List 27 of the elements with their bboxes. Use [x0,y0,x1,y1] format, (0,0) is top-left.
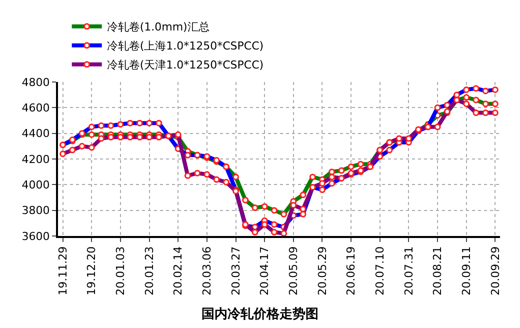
x-tick-label: 20.08.21 [431,246,444,296]
x-tick-label: 20.03.06 [200,246,214,296]
legend-label: 冷轧卷(1.0mm)汇总 [106,20,210,34]
x-tick-label: 20.09.29 [488,246,502,296]
x-tick-label: 20.01.03 [114,246,128,296]
legend-label: 冷轧卷(上海1.0*1250*CSPCC) [106,40,264,53]
x-tick-label: 19.12.20 [85,246,98,296]
x-tick-label: 20.02.14 [172,246,185,296]
y-tick-label: 4800 [22,76,50,89]
y-tick-label: 4000 [22,178,50,192]
x-tick-label: 20.07.31 [402,246,416,296]
x-tick-label: 20.06.19 [344,246,358,296]
y-tick-label: 4600 [22,102,50,115]
x-tick-label: 20.05.09 [286,246,300,296]
x-tick-label: 20.07.10 [373,246,386,296]
x-tick-label: 19.11.29 [56,246,70,296]
x-tick-label: 20.03.27 [229,246,242,296]
legend-label: 冷轧卷(天津1.0*1250*CSPCC) [106,58,264,72]
y-tick-label: 4200 [22,152,50,166]
x-tick-label: 20.05.29 [316,246,329,296]
text: 国内冷轧价格走势图 [202,306,318,322]
y-tick-label: 4400 [22,127,50,140]
y-tick-label: 3600 [22,230,50,243]
x-tick-label: 20.09.11 [460,246,473,296]
x-tick-label: 20.04.17 [258,246,272,296]
x-tick-label: 20.01.23 [142,246,156,296]
y-tick-label: 3800 [22,204,50,218]
